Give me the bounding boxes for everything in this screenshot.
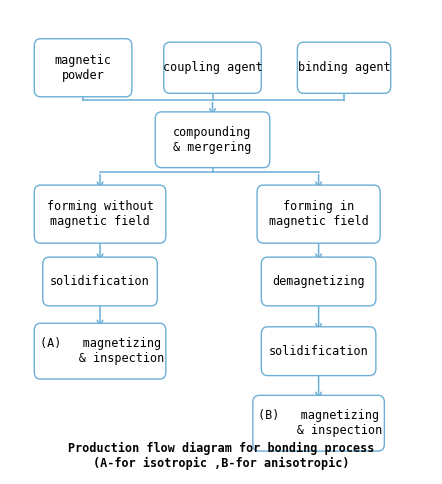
FancyBboxPatch shape <box>253 395 385 451</box>
Text: (A)   magnetizing
      & inspection: (A) magnetizing & inspection <box>36 337 164 365</box>
FancyBboxPatch shape <box>155 112 270 167</box>
FancyBboxPatch shape <box>43 257 157 306</box>
FancyBboxPatch shape <box>261 257 376 306</box>
Text: solidification: solidification <box>269 345 369 358</box>
FancyBboxPatch shape <box>297 42 391 93</box>
Text: demagnetizing: demagnetizing <box>272 275 365 288</box>
FancyBboxPatch shape <box>34 185 166 243</box>
Text: magnetic
powder: magnetic powder <box>55 54 111 82</box>
Text: forming without
magnetic field: forming without magnetic field <box>47 200 153 228</box>
Text: coupling agent: coupling agent <box>163 61 263 74</box>
Text: compounding
& mergering: compounding & mergering <box>173 126 251 154</box>
FancyBboxPatch shape <box>257 185 380 243</box>
FancyBboxPatch shape <box>34 323 166 379</box>
Text: forming in
magnetic field: forming in magnetic field <box>269 200 369 228</box>
Text: solidification: solidification <box>50 275 150 288</box>
FancyBboxPatch shape <box>261 327 376 376</box>
Text: Production flow diagram for bonding process
(A-for isotropic ,B-for anisotropic): Production flow diagram for bonding proc… <box>68 441 374 469</box>
Text: (B)   magnetizing
      & inspection: (B) magnetizing & inspection <box>255 409 383 437</box>
Text: binding agent: binding agent <box>298 61 390 74</box>
FancyBboxPatch shape <box>34 39 132 97</box>
FancyBboxPatch shape <box>164 42 261 93</box>
